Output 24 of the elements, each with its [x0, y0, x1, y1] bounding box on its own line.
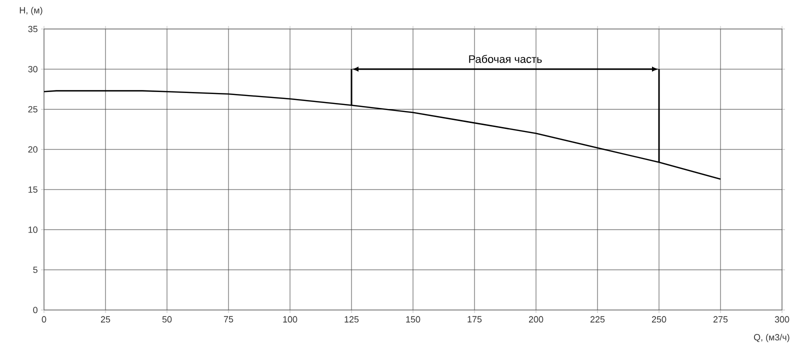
y-tick-label: 10 — [28, 226, 38, 233]
y-tick-label: 5 — [33, 266, 38, 273]
x-tick-label: 175 — [468, 316, 482, 322]
y-tick-label: 20 — [28, 146, 38, 153]
y-tick-label: 30 — [28, 66, 38, 72]
x-tick-label: 75 — [224, 316, 234, 322]
y-tick-label: 15 — [28, 186, 38, 193]
y-tick-label: 35 — [28, 26, 38, 32]
annotation: Рабочая часть — [469, 54, 542, 63]
x-tick-label: 275 — [713, 316, 728, 323]
x-tick-label: 0 — [42, 316, 46, 323]
x-tick-label: 50 — [162, 316, 172, 323]
y-tick-label: 25 — [28, 106, 38, 112]
x-tick-label: 150 — [406, 316, 420, 323]
x-tick-label: 25 — [100, 316, 110, 323]
x-tick-label: 225 — [590, 316, 605, 323]
y-axis-title: H, (м) — [20, 6, 42, 16]
x-tick-label: 200 — [528, 316, 544, 323]
x-tick-label: 125 — [344, 316, 359, 323]
x-tick-label: 300 — [774, 316, 790, 323]
x-tick-label: 250 — [652, 316, 666, 323]
y-tick-label: 0 — [33, 306, 38, 314]
x-axis-title: Q, (м3/ч) — [754, 334, 790, 342]
x-tick-label: 100 — [283, 316, 298, 323]
